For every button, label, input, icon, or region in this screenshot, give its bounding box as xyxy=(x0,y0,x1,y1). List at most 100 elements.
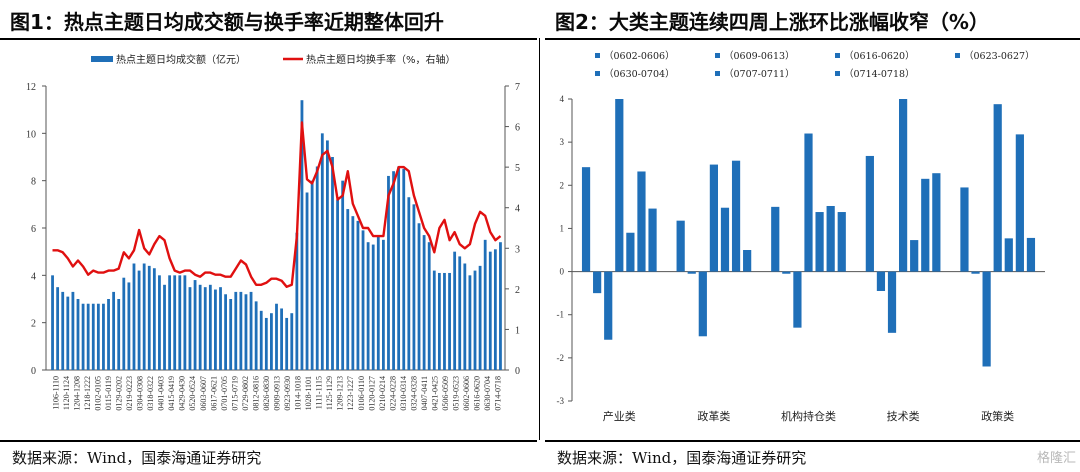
x-tick-label: 0714-0718 xyxy=(494,376,503,411)
turnover-bar xyxy=(473,270,477,370)
turnover-bar xyxy=(127,282,131,370)
y-tick-label: 4 xyxy=(31,271,36,282)
theme-bar xyxy=(837,212,846,272)
y-tick-label: 2 xyxy=(31,319,36,330)
turnover-bar xyxy=(376,235,380,370)
y2-tick-label: 7 xyxy=(515,82,520,93)
category-label: 产业类 xyxy=(603,409,636,423)
y2-tick-label: 4 xyxy=(515,204,520,215)
theme-bar xyxy=(982,271,991,367)
x-tick-label: 0219-0223 xyxy=(125,376,134,411)
turnover-bar xyxy=(346,209,350,370)
x-tick-label: 0616-0620 xyxy=(473,376,482,411)
x-tick-label: 1209-1213 xyxy=(336,376,345,411)
turnover-bar xyxy=(96,303,100,370)
y-tick-label: 10 xyxy=(26,129,36,140)
turnover-bar xyxy=(275,303,278,370)
x-tick-label: 0407-0411 xyxy=(420,376,429,410)
theme-bar xyxy=(648,208,657,272)
turnover-bar xyxy=(315,166,319,370)
panel-right: 图2：大类主题连续四周上涨环比涨幅收窄（%） -3 -2 -1 0 1 2 3 4 产业类 政革类… xyxy=(545,0,1080,472)
turnover-bar xyxy=(448,272,451,370)
turnover-bar xyxy=(412,204,416,370)
theme-bar xyxy=(993,104,1002,272)
turnover-bar xyxy=(320,133,324,370)
y-tick-label: -2 xyxy=(557,353,565,363)
title-rule xyxy=(545,38,1080,40)
x-tick-label: 0429-0430 xyxy=(178,376,187,411)
turnover-bar xyxy=(188,287,192,370)
turnover-bar xyxy=(285,317,289,370)
turnover-bar xyxy=(158,275,161,370)
theme-bar xyxy=(932,173,941,272)
x-tick-label: 1218-1222 xyxy=(83,376,92,411)
theme-bar xyxy=(593,271,602,294)
bottom-rule xyxy=(0,440,537,442)
legend-label: （0707-0711） xyxy=(724,68,795,80)
theme-bar xyxy=(709,164,719,272)
legend-swatch xyxy=(835,71,840,76)
panel-left: 图1：热点主题日均成交额与换手率近期整体回升 0 2 4 6 8 10 12 0 1 2 3 4 5 6 7… xyxy=(0,0,537,472)
turnover-bar xyxy=(163,284,166,370)
theme-bar xyxy=(876,271,886,291)
theme-bar xyxy=(615,99,624,272)
turnover-bar xyxy=(453,251,457,370)
turnover-bar xyxy=(152,268,156,370)
legend-swatch xyxy=(715,71,720,76)
turnover-bar xyxy=(290,313,294,370)
theme-bar xyxy=(1026,237,1036,272)
turnover-bar xyxy=(66,296,70,370)
x-tick-label: 0715-0719 xyxy=(230,376,239,411)
legend-label: （0616-0620） xyxy=(844,50,915,62)
turnover-bar xyxy=(61,291,65,370)
legend-label: （0714-0718） xyxy=(844,68,915,80)
turnover-bar xyxy=(310,180,314,370)
x-tick-label: 1125-1129 xyxy=(325,376,334,410)
turnover-bar xyxy=(458,256,462,370)
turnover-bar xyxy=(107,299,110,370)
category-label: 政策类 xyxy=(981,409,1014,423)
y2-tick-label: 0 xyxy=(515,366,520,377)
legend-swatch xyxy=(595,53,600,58)
x-tick-label: 0415-0419 xyxy=(167,376,176,411)
x-tick-label: 0106-0110 xyxy=(357,376,366,410)
turnover-bar xyxy=(117,299,121,370)
y-tick-label: -3 xyxy=(557,396,565,406)
theme-bar xyxy=(731,160,741,272)
theme-bar xyxy=(815,212,824,272)
bottom-rule xyxy=(545,440,1080,442)
turnover-bar xyxy=(463,263,467,370)
x-tick-label: 0812-0816 xyxy=(251,376,260,411)
y-tick-label: 1 xyxy=(560,223,565,233)
y-tick-label: -1 xyxy=(557,310,565,320)
y-tick-label: 6 xyxy=(31,224,36,235)
x-tick-label: 0129-0202 xyxy=(114,376,123,411)
theme-bar xyxy=(581,167,591,272)
theme-bar xyxy=(865,155,874,272)
x-tick-label: 1204-1208 xyxy=(72,376,81,411)
turnover-bar xyxy=(112,291,116,370)
turnover-bar xyxy=(249,291,253,370)
turnover-bar xyxy=(51,275,54,370)
turnover-bar xyxy=(437,272,441,370)
y-tick-label: 12 xyxy=(26,82,36,93)
turnover-bar xyxy=(387,175,390,370)
chart-right: -3 -2 -1 0 1 2 3 4 产业类 政革类 机构持仓类 技术类 政策类 （0602-0606） （… xyxy=(557,50,1045,423)
theme-bar xyxy=(921,178,930,272)
turnover-bar xyxy=(147,265,151,370)
legend-swatch xyxy=(595,71,600,76)
turnover-bar xyxy=(198,284,202,370)
theme-bar xyxy=(910,240,919,272)
x-tick-label: 1106-1110 xyxy=(51,376,60,410)
turnover-bar xyxy=(259,310,263,370)
turnover-bar xyxy=(351,216,355,370)
turnover-bar xyxy=(305,192,309,370)
y2-tick-label: 1 xyxy=(515,325,520,336)
x-tick-label: 0224-0228 xyxy=(388,376,397,411)
y2-tick-label: 3 xyxy=(515,244,520,255)
source-note: 数据来源：Wind，国泰海通证券研究 xyxy=(557,449,807,467)
turnover-bar xyxy=(234,291,238,370)
panel-left-title: 图1：热点主题日均成交额与换手率近期整体回升 xyxy=(10,10,444,34)
theme-bar xyxy=(898,99,908,272)
